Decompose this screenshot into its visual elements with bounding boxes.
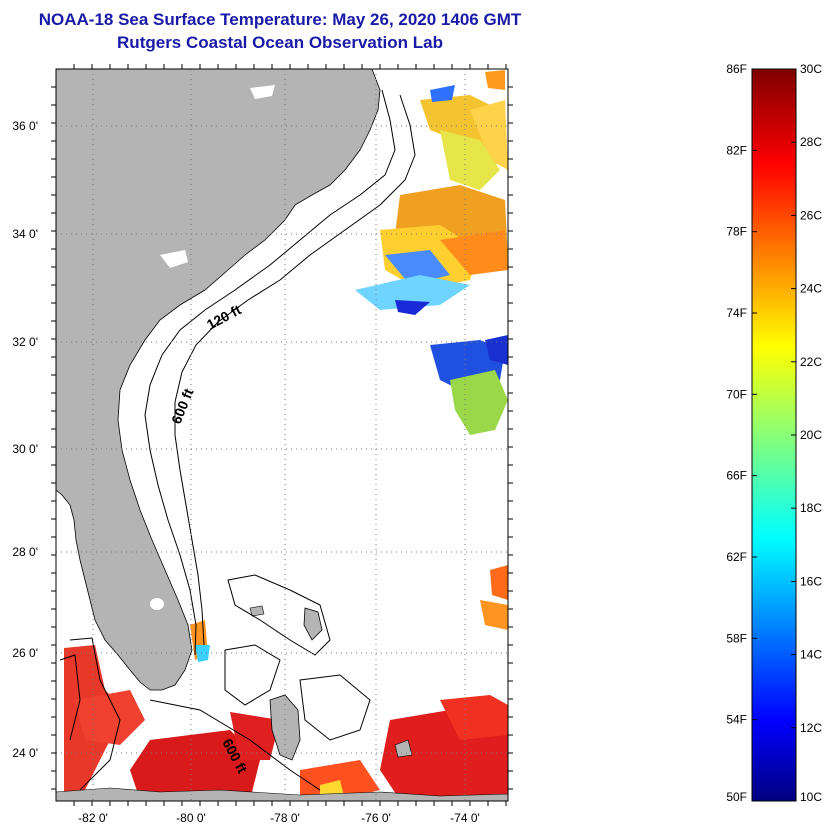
colorbar-f-label: 70F [726, 387, 747, 401]
colorbar: 86F 82F 78F 74F 70F 66F 62F 58F 54F 50F 30C 28C 26C… [726, 62, 822, 804]
colorbar-f-label: 78F [726, 225, 747, 239]
lat-tick-label: 28 0' [12, 545, 38, 559]
colorbar-c-label: 26C [800, 208, 822, 222]
lon-tick-label: -82 0' [78, 811, 108, 825]
lat-tick-label: 24 0' [12, 746, 38, 760]
lon-tick-label: -80 0' [176, 811, 206, 825]
sst-patches-north [355, 70, 508, 435]
colorbar-c-label: 30C [800, 62, 822, 76]
colorbar-c-label: 20C [800, 428, 822, 442]
latitude-axis: 36 0' 34 0' 32 0' 30 0' 28 0' 26 0' 24 0… [12, 119, 38, 760]
colorbar-f-label: 50F [726, 790, 747, 804]
colorbar-c-label: 18C [800, 501, 822, 515]
frame-ticks [51, 64, 513, 806]
colorbar-c-label: 10C [800, 790, 822, 804]
colorbar-c-label: 14C [800, 648, 822, 662]
lake-okeechobee [150, 598, 164, 610]
colorbar-f-label: 54F [726, 713, 747, 727]
lon-tick-label: -76 0' [361, 811, 391, 825]
lat-tick-label: 26 0' [12, 646, 38, 660]
colorbar-c-label: 24C [800, 282, 822, 296]
colorbar-f-label: 58F [726, 631, 747, 645]
colorbar-c-label: 28C [800, 135, 822, 149]
lat-tick-label: 36 0' [12, 119, 38, 133]
colorbar-f-label: 86F [726, 62, 747, 76]
colorbar-c-label: 16C [800, 574, 822, 588]
colorbar-f-label: 66F [726, 469, 747, 483]
colorbar-f-label: 62F [726, 550, 747, 564]
map-subtitle: Rutgers Coastal Ocean Observation Lab [117, 33, 443, 52]
graticule [56, 69, 508, 801]
longitude-axis: -82 0' -80 0' -78 0' -76 0' -74 0' [78, 811, 480, 825]
land-bahamas-andros [269, 694, 301, 761]
colorbar-gradient [751, 68, 797, 802]
lon-tick-label: -78 0' [270, 811, 300, 825]
land-southeast-us [56, 69, 381, 691]
colorbar-c-label: 22C [800, 355, 822, 369]
lon-tick-label: -74 0' [450, 811, 480, 825]
colorbar-f-label: 82F [726, 143, 747, 157]
land-cuba [56, 787, 508, 801]
lat-tick-label: 34 0' [12, 227, 38, 241]
lat-tick-label: 30 0' [12, 442, 38, 456]
colorbar-f-label: 74F [726, 306, 747, 320]
colorbar-c-label: 12C [800, 721, 822, 735]
map-title: NOAA-18 Sea Surface Temperature: May 26,… [38, 10, 522, 29]
lat-tick-label: 32 0' [12, 335, 38, 349]
map-frame [55, 68, 509, 802]
